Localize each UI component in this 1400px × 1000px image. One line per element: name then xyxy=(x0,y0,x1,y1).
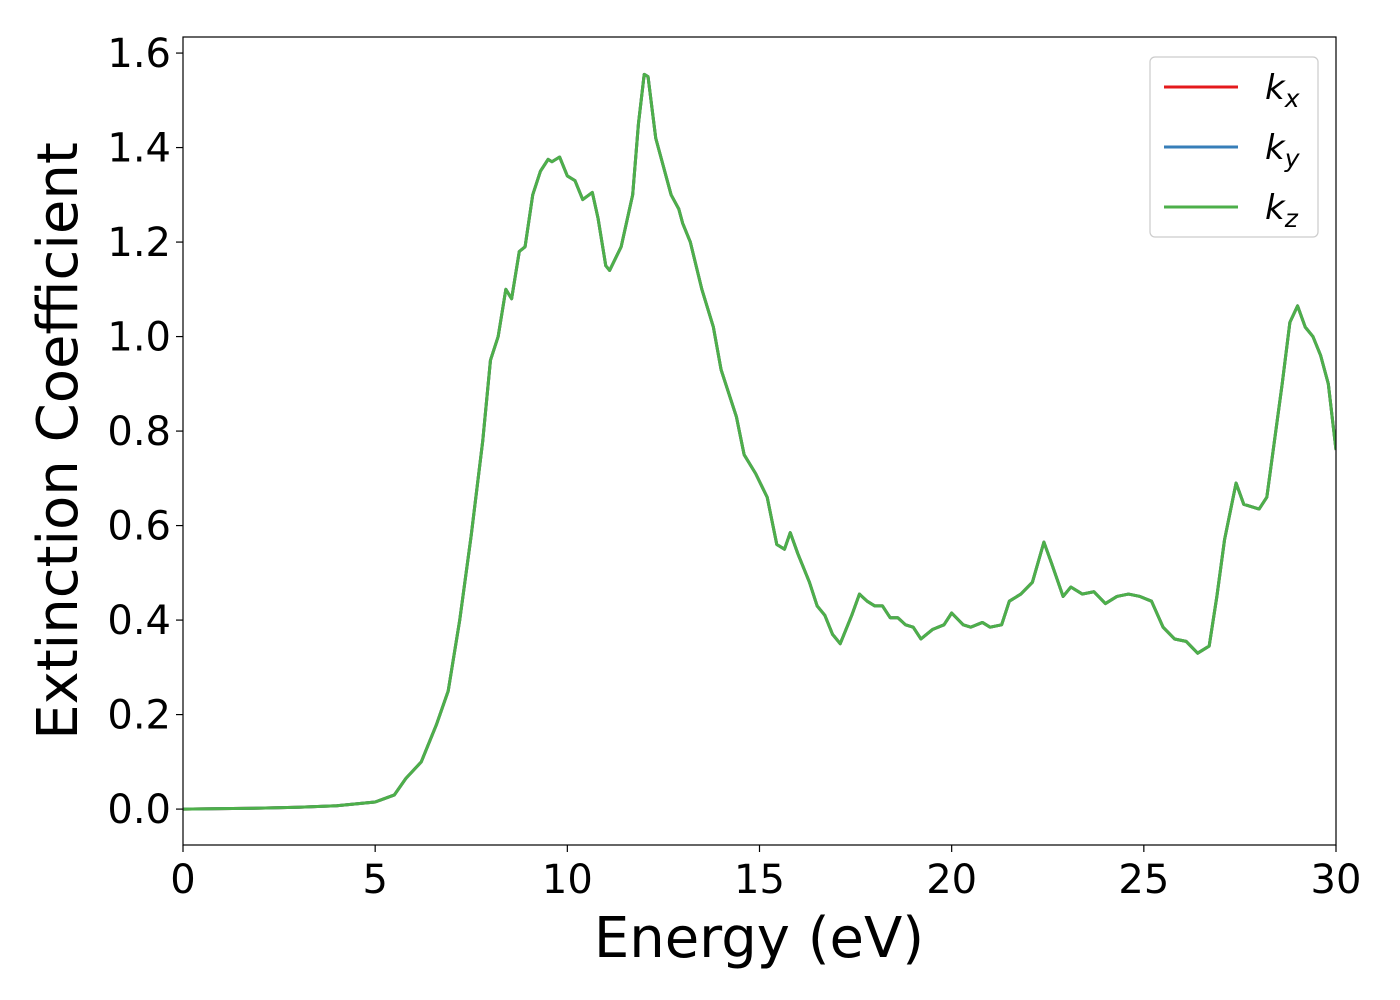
y-tick-label: 1.6 xyxy=(107,31,171,77)
y-tick-label: 0.6 xyxy=(107,504,171,550)
x-tick-label: 5 xyxy=(362,857,387,903)
y-tick-label: 1.0 xyxy=(107,315,171,361)
legend-label: kz xyxy=(1265,188,1299,233)
data-line xyxy=(183,72,1336,811)
x-tick-label: 30 xyxy=(1311,857,1362,903)
y-tick-label: 1.2 xyxy=(107,220,171,266)
x-axis-label: Energy (eV) xyxy=(594,906,924,971)
x-tick-label: 20 xyxy=(926,857,977,903)
y-tick-label: 1.4 xyxy=(107,126,171,172)
x-tick-label: 25 xyxy=(1118,857,1169,903)
y-axis-label: Extinction Coefficient xyxy=(26,142,91,740)
legend-label: kx xyxy=(1265,68,1300,113)
y-tick-label: 0.2 xyxy=(107,693,171,739)
legend-label: ky xyxy=(1265,128,1301,173)
x-tick-label: 15 xyxy=(734,857,785,903)
x-tick-label: 0 xyxy=(170,857,195,903)
plot-frame xyxy=(182,36,1337,846)
y-tick-label: 0.4 xyxy=(107,598,171,644)
x-tick-label: 10 xyxy=(542,857,593,903)
y-tick-label: 0.0 xyxy=(107,787,171,833)
y-tick-label: 0.8 xyxy=(107,409,171,455)
